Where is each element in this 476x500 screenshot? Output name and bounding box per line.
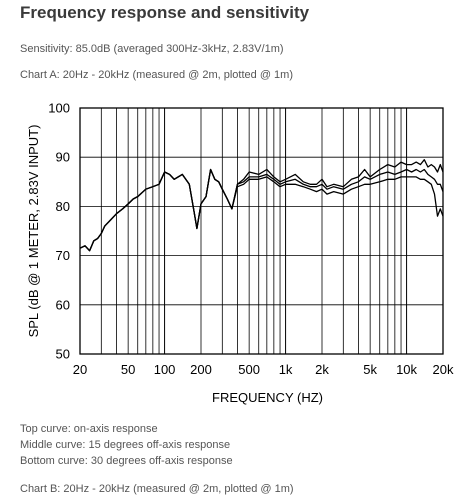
y-tick-label: 70: [56, 248, 70, 263]
y-tick-label: 60: [56, 297, 70, 312]
x-axis-title: FREQUENCY (HZ): [212, 390, 323, 405]
x-tick-label: 200: [190, 362, 212, 377]
legend-bottom-curve: Bottom curve: 30 degrees off-axis respon…: [20, 455, 233, 467]
sensitivity-text: Sensitivity: 85.0dB (averaged 300Hz-3kHz…: [20, 43, 284, 55]
x-tick-label: 5k: [363, 362, 377, 377]
y-axis-title: SPL (dB @ 1 METER, 2.83V INPUT): [26, 125, 41, 338]
x-tick-label: 20: [73, 362, 87, 377]
y-tick-label: 90: [56, 150, 70, 165]
chart-grid: [80, 108, 443, 354]
page-title: Frequency response and sensitivity: [20, 3, 310, 22]
legend-middle-curve: Middle curve: 15 degrees off-axis respon…: [20, 439, 231, 451]
curve-15-degrees: [79, 168, 444, 252]
curve-on-axis: [79, 159, 444, 252]
chart-b-caption: Chart B: 20Hz - 20kHz (measured @ 2m, pl…: [20, 483, 294, 495]
x-tick-label: 1k: [279, 362, 293, 377]
y-tick-label: 50: [56, 347, 70, 362]
chart-curves: [79, 159, 444, 252]
chart-a-caption: Chart A: 20Hz - 20kHz (measured @ 2m, pl…: [20, 69, 293, 81]
x-tick-label: 20k: [433, 362, 454, 377]
plot-frame: [79, 107, 444, 355]
y-tick-label: 100: [48, 101, 70, 116]
legend-top-curve: Top curve: on-axis response: [20, 423, 158, 435]
x-tick-label: 10k: [396, 362, 417, 377]
y-tick-label: 80: [56, 199, 70, 214]
x-tick-label: 100: [154, 362, 176, 377]
x-tick-label: 500: [238, 362, 260, 377]
x-tick-label: 50: [121, 362, 135, 377]
x-tick-label: 2k: [315, 362, 329, 377]
curve-30-degrees: [79, 168, 444, 252]
